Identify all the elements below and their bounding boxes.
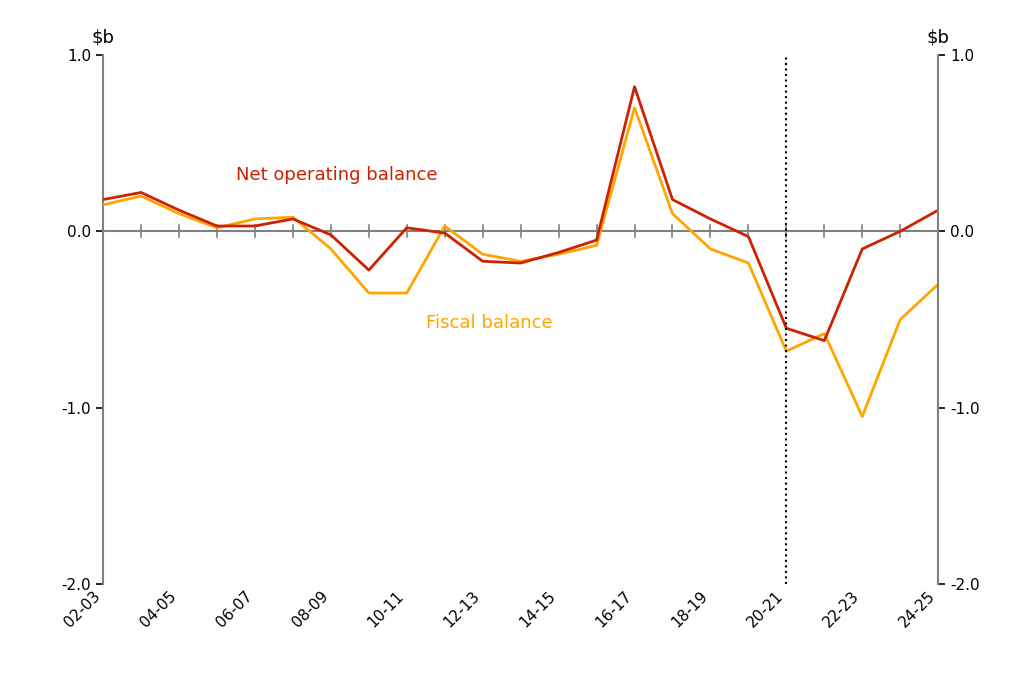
Text: $b: $b (927, 28, 950, 46)
Text: Fiscal balance: Fiscal balance (426, 314, 553, 332)
Text: $b: $b (92, 28, 114, 46)
Text: Net operating balance: Net operating balance (236, 166, 437, 184)
